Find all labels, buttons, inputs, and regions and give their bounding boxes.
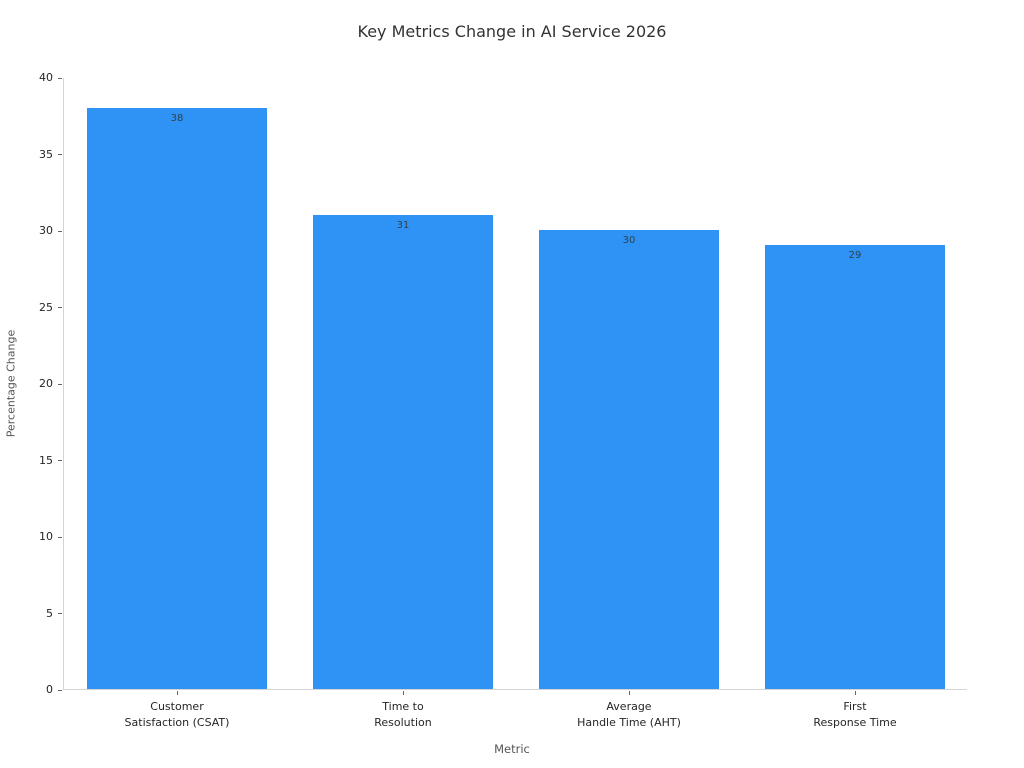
bar-value-label: 31 xyxy=(396,219,410,231)
y-axis-tick-mark xyxy=(58,536,62,538)
y-axis-tick-label: 30 xyxy=(39,224,53,237)
y-axis-tick-mark xyxy=(58,689,62,691)
y-axis-tick-label: 20 xyxy=(39,377,53,390)
bar-3: 30 xyxy=(538,230,720,689)
bar-4: 29 xyxy=(764,245,946,689)
x-axis-tick-label: Average Handle Time (AHT) xyxy=(577,700,681,729)
x-axis-tick-mark xyxy=(628,691,630,695)
x-axis-tick-mark xyxy=(176,691,178,695)
y-axis-tick-mark xyxy=(58,154,62,155)
y-axis-tick-mark xyxy=(58,613,62,614)
y-axis-tick-label: 35 xyxy=(39,147,53,161)
y-axis-tick-label: 10 xyxy=(39,530,53,543)
y-axis-tick-mark xyxy=(58,230,62,232)
bar-value-label: 38 xyxy=(170,112,184,124)
x-axis-tick-label: First Response Time xyxy=(813,700,897,729)
y-axis-tick-label: 25 xyxy=(39,300,53,314)
y-axis-tick-label: 15 xyxy=(39,453,53,467)
bar-value-label: 29 xyxy=(848,250,862,262)
bar-value-label: 30 xyxy=(622,235,636,246)
x-axis-tick-label: Time to Resolution xyxy=(374,700,432,729)
y-axis-tick-mark xyxy=(58,77,62,79)
y-axis-tick-mark xyxy=(58,307,62,308)
bar-1: 38 xyxy=(86,107,268,689)
bar-2: 31 xyxy=(312,214,494,689)
y-axis-tick-mark xyxy=(58,383,62,385)
y-axis-tick-mark xyxy=(58,460,62,461)
chart-title: Key Metrics Change in AI Service 2026 xyxy=(357,22,667,41)
x-axis-tick-label: Customer Satisfaction (CSAT) xyxy=(124,700,230,729)
x-axis-tick-mark xyxy=(854,691,856,695)
x-axis-title: Metric xyxy=(494,742,530,756)
y-axis-tick-label: 0 xyxy=(46,683,53,696)
plot-area: 0 5 10 15 20 25 30 35 40 38 Customer Satisfaction … xyxy=(39,71,967,729)
x-axis-tick-mark xyxy=(402,691,404,695)
y-axis-tick-label: 40 xyxy=(39,71,53,84)
y-axis-tick-label: 5 xyxy=(46,606,53,620)
